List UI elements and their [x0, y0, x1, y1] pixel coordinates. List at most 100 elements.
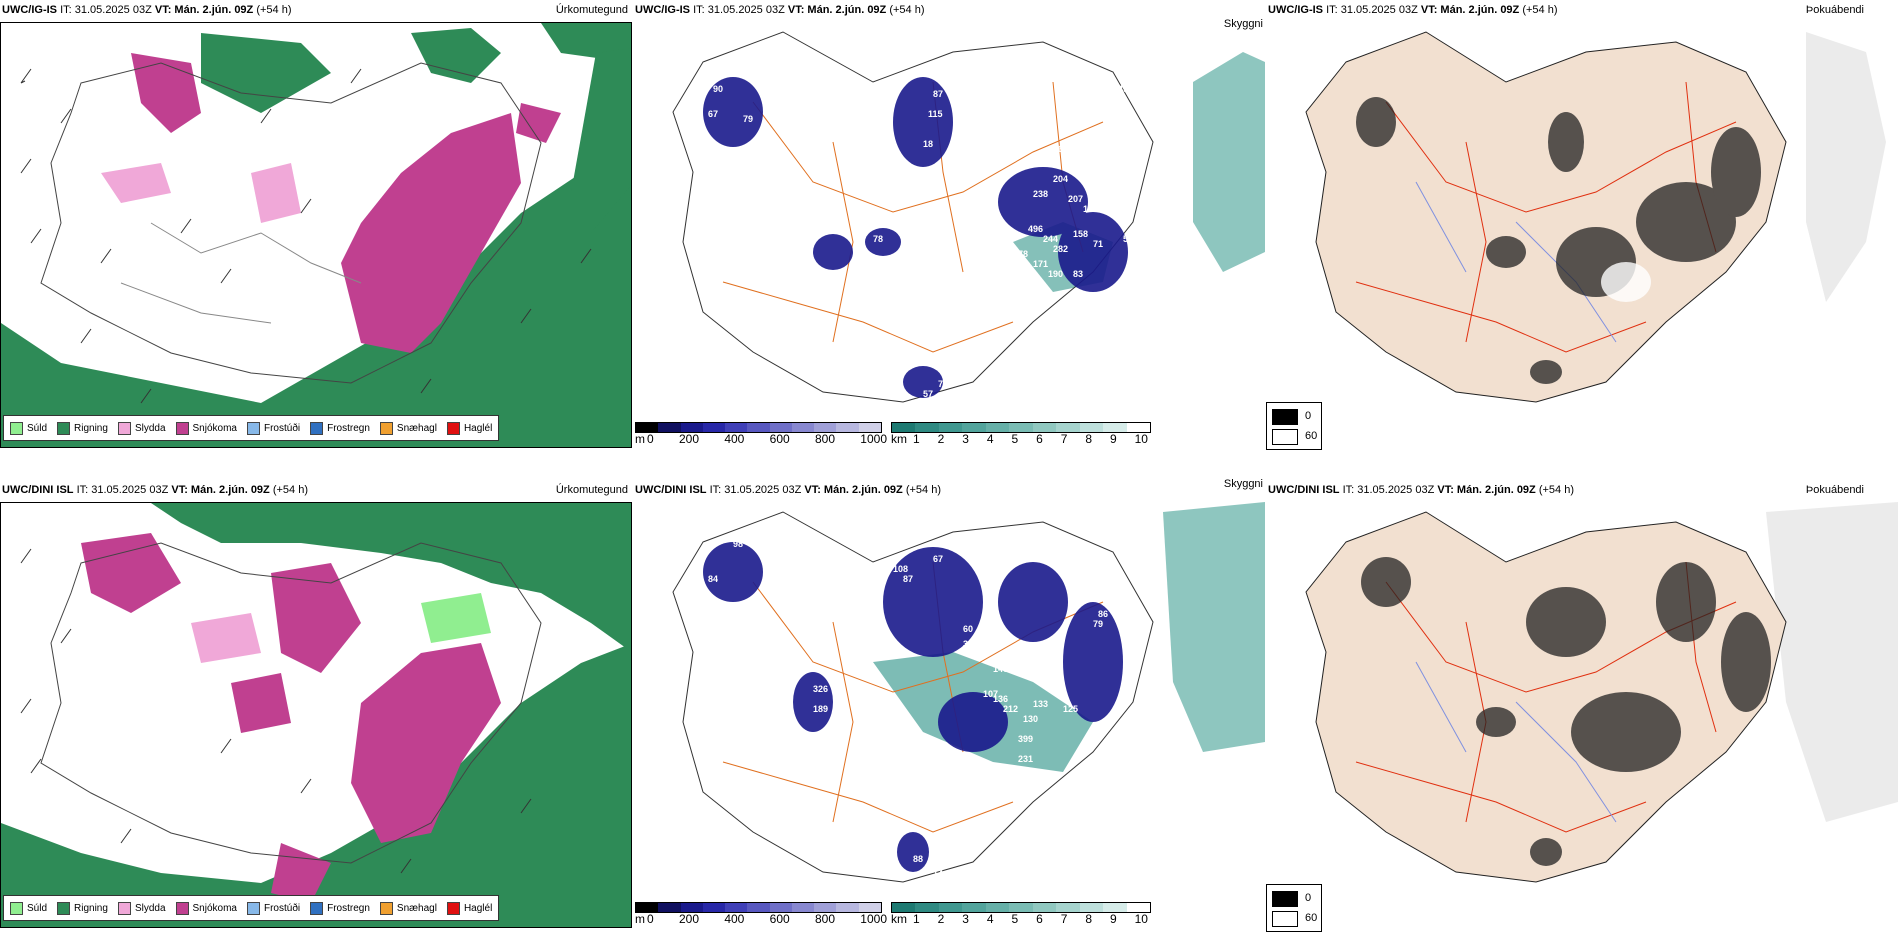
colorbar-segment [725, 423, 748, 432]
legend-item-rigning: Rigning [57, 901, 108, 915]
cloudbase-map[interactable]: 350 90 67 79 87 115 18 584 349 966 777 213 204 238 207… [633, 22, 1265, 448]
precip-legend: Súld Rigning Slydda Snjókoma Frostúði Fr… [3, 895, 500, 921]
cloudbase-value-label: 496 [1028, 224, 1043, 234]
colorbar-segment [858, 423, 881, 432]
colorbar-tick: 600 [769, 912, 790, 926]
cloudbase-value-label: 64 [1113, 604, 1123, 614]
panel-title: Úrkomutegund [555, 4, 628, 16]
colorbar-segment [938, 903, 963, 912]
colorbar-tick: 5 [1011, 432, 1019, 446]
colorbar-segment [892, 423, 916, 432]
fog-legend-high-swatch [1272, 891, 1298, 907]
colorbar-segment [1009, 903, 1033, 912]
legend-item-snjokoma: Snjókoma [175, 901, 237, 915]
visibility-ticks: 1 2 3 4 5 6 7 8 9 10 [913, 912, 1148, 926]
cloudbase-value-label: 399 [1018, 734, 1033, 744]
colorbar-tick: 10 [1134, 432, 1148, 446]
fog-legend-low-label: 60 [1305, 430, 1318, 442]
cloudbase-value-label: 158 [1073, 229, 1088, 239]
colorbar-segment [962, 423, 986, 432]
panel-title: Skyggni [1223, 18, 1263, 30]
colorbar-tick: 10 [1134, 912, 1148, 926]
colorbar-segment [747, 903, 770, 912]
legend-item-hagel: Haglél [446, 421, 492, 435]
cloudbase-value-label: 79 [1093, 619, 1103, 629]
cloudbase-value-label: 146 [993, 664, 1008, 674]
cloudbase-value-label: 115 [928, 109, 943, 119]
cloudbase-value-label: 282 [1053, 244, 1068, 254]
colorbar-segment [702, 423, 726, 432]
colorbar-tick: 9 [1110, 912, 1117, 926]
panel-header: UWC/IG-IS IT: 31.05.2025 03Z VT: Mán. 2.… [635, 4, 925, 16]
colorbar-tick: 200 [678, 432, 700, 446]
cloud-panel-row1: UWC/IG-IS IT: 31.05.2025 03Z VT: Mán. 2.… [633, 0, 1265, 448]
fog-legend-high-label: 0 [1305, 892, 1312, 904]
cloudbase-value-label: 213 [1083, 164, 1098, 174]
colorbar-segment [658, 423, 681, 432]
colorbar-tick: 4 [986, 432, 994, 446]
colorbar-segment [636, 903, 659, 912]
visibility-colorbar [891, 422, 1151, 433]
precip-map[interactable]: Súld Rigning Slydda Snjókoma Frostúði Fr… [0, 22, 632, 448]
cloudbase-value-label: 14 [933, 869, 943, 879]
precip-map[interactable]: Súld Rigning Slydda Snjókoma Frostúði Fr… [0, 502, 632, 928]
cloudbase-value-label: 207 [1068, 194, 1083, 204]
cloudbase-value-label: 63 [883, 264, 893, 274]
legend-item-snaehagl: Snæhagl [379, 421, 437, 435]
legend-item-frostregn: Frostregn [310, 901, 370, 915]
colorbar-tick: 1 [913, 432, 920, 446]
colorbar-tick: 3 [962, 432, 969, 446]
legend-item-suld: Súld [10, 901, 47, 915]
colorbar-tick: 0 [647, 432, 654, 446]
fog-map[interactable] [1266, 22, 1898, 448]
cloudbase-value-label: 374 [1058, 314, 1073, 324]
cloudbase-value-label: 107 [983, 689, 998, 699]
cloudbase-value-label: 204 [1053, 174, 1068, 184]
cloudbase-value-label: 238 [1033, 189, 1048, 199]
colorbar-segment [1009, 423, 1033, 432]
cloud-panel-row2: UWC/DINI ISL IT: 31.05.2025 03Z VT: Mán.… [633, 478, 1265, 928]
colorbar-segment [791, 903, 815, 912]
colorbar-tick: 4 [986, 912, 994, 926]
cloudbase-value-label: 99 [988, 614, 998, 624]
cloudbase-value-label: 966 [1053, 144, 1068, 154]
cloudbase-map[interactable]: 98 64 109 84 108 87 67 85 105 64 86 79 53 99 60 318 146 3… [633, 502, 1265, 928]
cloudbase-value-label: 78 [938, 229, 948, 239]
precip-legend: Súld Rigning Slydda Snjókoma Frostúði Fr… [3, 415, 500, 441]
cloudbase-value-label: 178 [1013, 249, 1028, 259]
fog-legend: 0 60 [1266, 402, 1322, 450]
cloudbase-value-label: 72 [938, 379, 948, 389]
colorbar-segment [1103, 903, 1127, 912]
colorbar-segment [915, 903, 939, 912]
colorbar-segment [1126, 423, 1150, 432]
cloudbase-value-label: 125 [1063, 704, 1078, 714]
init-time: IT: 31.05.2025 03Z [60, 4, 152, 16]
legend-item-rigning: Rigning [57, 421, 108, 435]
cloudbase-unit: m [635, 912, 645, 926]
cloudbase-colorbar [635, 902, 882, 913]
colorbar-segment [769, 903, 792, 912]
colorbar-segment [680, 903, 703, 912]
fog-map[interactable] [1266, 502, 1898, 928]
panel-header: UWC/DINI ISL IT: 31.05.2025 03Z VT: Mán.… [1268, 484, 1575, 496]
legend-item-snaehagl: Snæhagl [379, 901, 437, 915]
panel-title: Skyggni [1223, 478, 1263, 490]
colorbar-segment [915, 423, 939, 432]
legend-item-frostudi: Frostúði [246, 901, 300, 915]
cloudbase-value-label: 53 [1118, 609, 1128, 619]
cloudbase-value-label: 18 [923, 139, 933, 149]
colorbar-tick: 400 [724, 432, 745, 446]
colorbar-tick: 2 [937, 912, 945, 926]
colorbar-tick: 6 [1036, 912, 1043, 926]
legend-item-slydda: Slydda [117, 901, 166, 915]
colorbar-tick: 1000 [860, 432, 887, 446]
colorbar-segment [1079, 423, 1104, 432]
panel-title: Þokuábendi [1805, 484, 1864, 496]
fog-legend-high-label: 0 [1305, 410, 1312, 422]
cloudbase-value-label: 109 [773, 569, 788, 579]
fog-legend-low-swatch [1272, 911, 1298, 927]
legend-item-snjokoma: Snjókoma [175, 421, 237, 435]
cloudbase-value-label: 67 [933, 554, 943, 564]
cloudbase-value-label: 98 [733, 539, 743, 549]
colorbar-segment [725, 903, 748, 912]
